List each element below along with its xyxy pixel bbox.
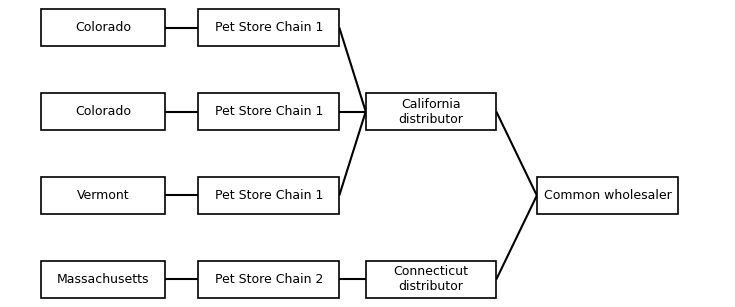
Text: Pet Store Chain 1: Pet Store Chain 1 <box>215 189 323 202</box>
Text: California
distributor: California distributor <box>398 98 464 126</box>
Text: Colorado: Colorado <box>75 21 131 34</box>
Text: Pet Store Chain 2: Pet Store Chain 2 <box>215 273 323 286</box>
FancyBboxPatch shape <box>41 9 165 46</box>
FancyBboxPatch shape <box>537 177 678 214</box>
Text: Pet Store Chain 1: Pet Store Chain 1 <box>215 21 323 34</box>
Text: Massachusetts: Massachusetts <box>57 273 149 286</box>
Text: Common wholesaler: Common wholesaler <box>543 189 671 202</box>
FancyBboxPatch shape <box>41 177 165 214</box>
FancyBboxPatch shape <box>198 177 340 214</box>
Text: Pet Store Chain 1: Pet Store Chain 1 <box>215 105 323 118</box>
FancyBboxPatch shape <box>198 261 340 298</box>
Text: Vermont: Vermont <box>76 189 129 202</box>
FancyBboxPatch shape <box>41 261 165 298</box>
FancyBboxPatch shape <box>366 261 496 298</box>
FancyBboxPatch shape <box>366 93 496 130</box>
FancyBboxPatch shape <box>41 93 165 130</box>
Text: Connecticut
distributor: Connecticut distributor <box>393 266 468 293</box>
Text: Colorado: Colorado <box>75 105 131 118</box>
FancyBboxPatch shape <box>198 9 340 46</box>
FancyBboxPatch shape <box>198 93 340 130</box>
